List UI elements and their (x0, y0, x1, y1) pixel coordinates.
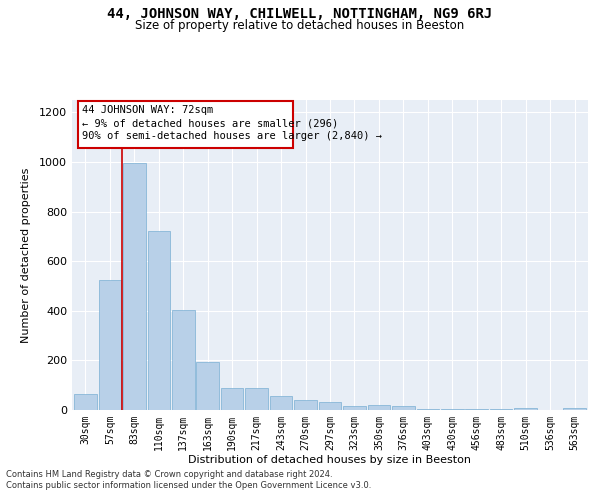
Bar (416, 409, 439, 410)
Bar (343, 406, 366, 410)
Bar (392, 406, 415, 410)
Bar (563, 408, 586, 410)
Text: Contains HM Land Registry data © Crown copyright and database right 2024.: Contains HM Land Registry data © Crown c… (6, 470, 332, 479)
Bar (294, 400, 317, 410)
Bar (221, 388, 244, 410)
Bar (270, 396, 292, 410)
Text: Size of property relative to detached houses in Beeston: Size of property relative to detached ho… (136, 19, 464, 32)
Bar (514, 408, 537, 410)
Bar (319, 402, 341, 410)
Text: Distribution of detached houses by size in Beeston: Distribution of detached houses by size … (188, 455, 472, 465)
Bar (368, 405, 390, 410)
Text: Contains public sector information licensed under the Open Government Licence v3: Contains public sector information licen… (6, 481, 371, 490)
Bar (172, 310, 194, 410)
Bar (148, 232, 170, 410)
Bar (98, 280, 121, 410)
Bar (74, 394, 97, 410)
Bar (245, 388, 268, 410)
Text: 44 JOHNSON WAY: 72sqm
← 9% of detached houses are smaller (296)
90% of semi-deta: 44 JOHNSON WAY: 72sqm ← 9% of detached h… (82, 105, 382, 142)
Bar (123, 163, 146, 410)
Bar (196, 362, 219, 410)
Text: 44, JOHNSON WAY, CHILWELL, NOTTINGHAM, NG9 6RJ: 44, JOHNSON WAY, CHILWELL, NOTTINGHAM, N… (107, 8, 493, 22)
Bar (441, 409, 464, 410)
Y-axis label: Number of detached properties: Number of detached properties (20, 168, 31, 342)
Bar (78, 101, 293, 148)
